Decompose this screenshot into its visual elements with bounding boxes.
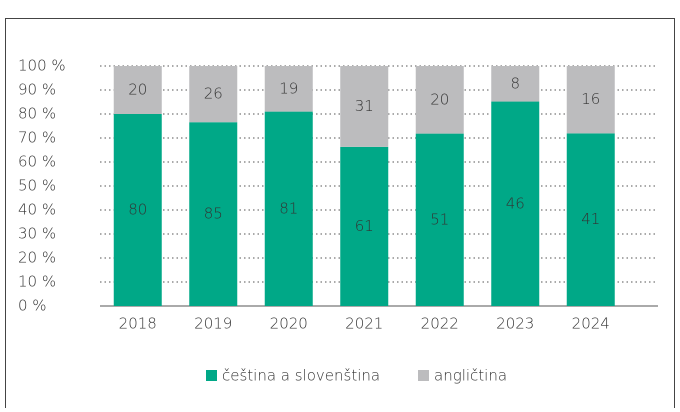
y-tick-label: 70 % [18,129,56,147]
data-label: 51 [430,210,449,228]
frame [5,18,675,412]
x-tick-label: 2022 [421,315,459,333]
y-tick-label: 100 % [18,57,66,75]
bar-segment [189,122,238,306]
y-tick-label: 30 % [18,225,56,243]
data-label: 26 [204,85,223,103]
data-label: 80 [128,201,147,219]
data-label: 46 [506,194,525,212]
y-tick-label: 10 % [18,273,56,291]
y-tick-label: 20 % [18,249,56,267]
bar-segment [491,66,540,102]
y-tick-label: 60 % [18,153,56,171]
data-label: 19 [279,79,298,97]
legend-swatch [418,370,429,381]
y-tick-label: 50 % [18,177,56,195]
bar-segment [566,133,615,306]
x-tick-label: 2023 [496,315,534,333]
legend-label: angličtina [434,367,507,385]
bar-segment [264,66,313,112]
data-label: 20 [430,90,449,108]
data-label: 16 [581,90,600,108]
bar-segment [113,114,162,306]
x-tick-label: 2021 [345,315,383,333]
data-label: 20 [128,81,147,99]
x-tick-label: 2024 [572,315,610,333]
data-label: 8 [510,74,520,92]
bar-segment [113,66,162,114]
x-tick-label: 2020 [270,315,308,333]
y-tick-label: 90 % [18,81,56,99]
x-tick-label: 2018 [119,315,157,333]
bar-segment [491,101,540,306]
data-label: 61 [355,217,374,235]
bar-segment [415,133,464,306]
y-tick-label: 80 % [18,105,56,123]
legend-label: čeština a slovenština [222,367,380,385]
data-label: 41 [581,210,600,228]
bar-segment [340,66,389,147]
bar-segment [415,66,464,134]
data-label: 81 [279,199,298,217]
bar-segment [264,111,313,306]
data-label: 85 [204,205,223,223]
y-tick-label: 0 % [18,297,47,315]
legend-swatch [206,370,217,381]
x-tick-label: 2019 [194,315,232,333]
y-tick-label: 40 % [18,201,56,219]
bar-segment [189,66,238,123]
bar-segment [566,66,615,134]
data-label: 31 [355,97,374,115]
bar-segment [340,146,389,306]
